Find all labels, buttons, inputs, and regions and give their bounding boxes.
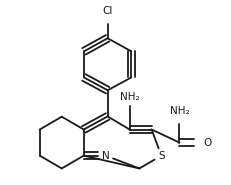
Text: NH₂: NH₂ <box>119 92 139 102</box>
Text: O: O <box>203 138 211 148</box>
Text: S: S <box>157 151 164 161</box>
Text: NH₂: NH₂ <box>169 106 188 116</box>
Text: Cl: Cl <box>102 6 112 16</box>
Text: N: N <box>101 151 109 161</box>
